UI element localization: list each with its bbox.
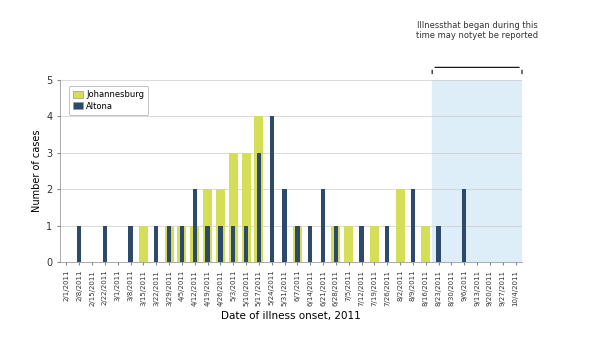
Bar	[334, 226, 338, 262]
Y-axis label: Number of cases: Number of cases	[32, 130, 42, 212]
Bar	[77, 226, 82, 262]
Bar	[283, 189, 287, 262]
Bar	[254, 116, 263, 262]
Bar	[193, 189, 197, 262]
Bar	[229, 153, 238, 262]
Bar	[331, 226, 340, 262]
Bar	[269, 116, 274, 262]
Bar	[242, 153, 251, 262]
Bar	[139, 226, 148, 262]
X-axis label: Date of illness onset, 2011: Date of illness onset, 2011	[221, 311, 361, 321]
Bar	[293, 226, 302, 262]
Bar	[395, 189, 404, 262]
Bar	[203, 189, 212, 262]
Bar	[103, 226, 107, 262]
Bar	[462, 189, 466, 262]
Bar	[190, 226, 199, 262]
Bar	[370, 226, 379, 262]
Bar	[436, 226, 441, 262]
Bar	[205, 226, 210, 262]
Bar	[218, 226, 223, 262]
Bar	[432, 80, 522, 262]
Legend: Johannesburg, Altona: Johannesburg, Altona	[69, 86, 148, 115]
Bar	[421, 226, 430, 262]
Bar	[359, 226, 364, 262]
Bar	[216, 189, 225, 262]
Bar	[385, 226, 389, 262]
Text: Illnessthat began during this
time may notyet be reported: Illnessthat began during this time may n…	[416, 21, 538, 40]
Bar	[244, 226, 248, 262]
Bar	[295, 226, 299, 262]
Bar	[231, 226, 235, 262]
Bar	[321, 189, 325, 262]
Bar	[154, 226, 158, 262]
Bar	[179, 226, 184, 262]
Bar	[257, 153, 261, 262]
Bar	[410, 189, 415, 262]
Bar	[308, 226, 313, 262]
Bar	[344, 226, 353, 262]
Bar	[167, 226, 172, 262]
Bar	[164, 226, 173, 262]
Bar	[128, 226, 133, 262]
Bar	[178, 226, 187, 262]
